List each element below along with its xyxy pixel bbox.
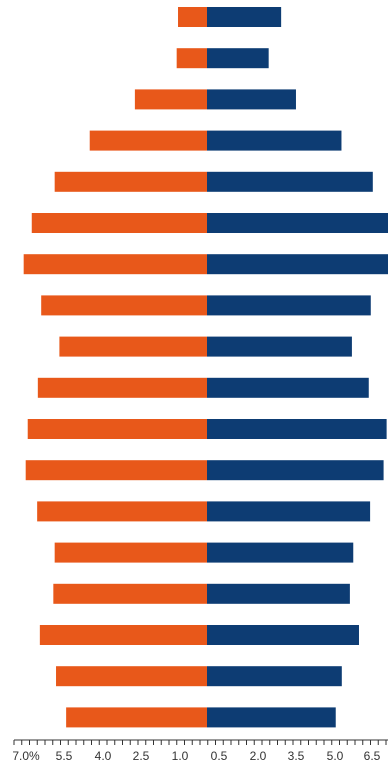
x-axis-ticks (13, 740, 387, 745)
bar-left-14 (53, 583, 207, 604)
bar-right-15 (207, 625, 359, 645)
bar-left-1 (176, 48, 207, 69)
bar-left-4 (54, 171, 208, 192)
x-axis-tick-labels: 7.0% 5.5 4.0 2.5 1.0 0.5 2.0 3.5 5.0 6.5 (12, 749, 380, 763)
bar-left-3 (89, 130, 207, 151)
bar-right-11 (207, 460, 384, 481)
bar-left-6 (23, 254, 208, 275)
bar-left-9 (37, 377, 207, 398)
bar-left-0 (178, 7, 207, 27)
bar-left-16 (56, 666, 207, 687)
bar-right-1 (207, 48, 269, 69)
bars-group (23, 7, 388, 728)
tick-label-left-4: 1.0 (172, 749, 189, 763)
tick-label-left-0: 7.0% (12, 749, 40, 763)
bar-right-5 (207, 213, 388, 233)
bar-left-11 (25, 460, 207, 481)
tick-label-right-2: 3.5 (288, 749, 305, 763)
tick-label-right-1: 2.0 (250, 749, 267, 763)
bar-left-17 (66, 707, 207, 728)
bar-left-7 (41, 295, 207, 316)
bar-right-2 (207, 89, 296, 110)
bar-right-4 (207, 171, 373, 192)
bar-right-9 (207, 377, 369, 398)
bar-right-3 (207, 130, 342, 151)
bar-right-17 (207, 707, 336, 728)
bar-left-10 (27, 419, 207, 439)
tick-label-right-4: 6.5 (364, 749, 381, 763)
bar-left-12 (37, 501, 207, 522)
bar-right-6 (207, 254, 388, 275)
tick-label-right-0: 0.5 (211, 749, 228, 763)
bar-left-5 (31, 213, 208, 233)
tick-label-left-1: 5.5 (56, 749, 73, 763)
bar-right-8 (207, 336, 352, 357)
tick-label-right-3: 5.0 (327, 749, 344, 763)
bar-left-2 (134, 89, 207, 110)
bar-right-7 (207, 295, 371, 316)
bar-left-15 (39, 625, 208, 645)
bar-right-14 (207, 583, 350, 604)
bar-left-8 (59, 336, 208, 357)
bar-right-16 (207, 666, 342, 687)
bar-right-13 (207, 542, 354, 563)
bar-right-12 (207, 501, 371, 522)
tick-label-left-3: 2.5 (133, 749, 150, 763)
bar-right-10 (207, 419, 387, 439)
bar-right-0 (207, 7, 282, 27)
bar-left-13 (54, 542, 208, 563)
tick-label-left-2: 4.0 (95, 749, 112, 763)
